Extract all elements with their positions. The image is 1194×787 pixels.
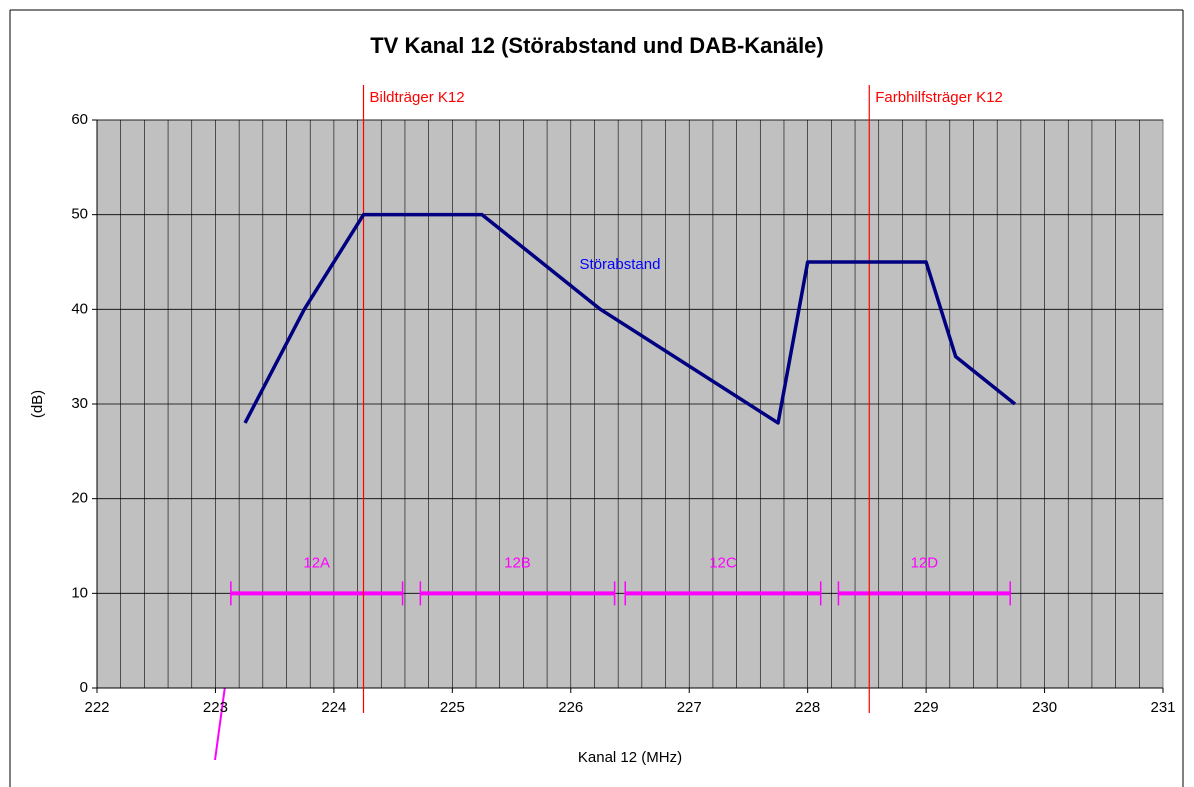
x-tick-label: 222 (84, 699, 109, 716)
dab-label: 12A (303, 554, 330, 571)
y-tick-label: 30 (71, 395, 88, 412)
y-tick-label: 40 (71, 300, 88, 317)
x-tick-label: 231 (1150, 699, 1175, 716)
chart-title: TV Kanal 12 (Störabstand und DAB-Kanäle) (370, 33, 824, 58)
y-tick-label: 0 (80, 679, 88, 696)
x-tick-label: 226 (558, 699, 583, 716)
y-tick-label: 60 (71, 111, 88, 128)
x-tick-label: 223 (203, 699, 228, 716)
marker-label: Farbhilfsträger K12 (875, 89, 1003, 106)
y-tick-label: 10 (71, 584, 88, 601)
x-tick-label: 229 (914, 699, 939, 716)
y-tick-label: 20 (71, 490, 88, 507)
x-tick-label: 224 (321, 699, 346, 716)
y-tick-label: 50 (71, 206, 88, 223)
dab-label: 12D (911, 554, 939, 571)
dab-label: 12C (709, 554, 737, 571)
series-line (243, 212, 1017, 425)
x-tick-label: 225 (440, 699, 465, 716)
series-label: Störabstand (580, 256, 661, 273)
y-axis-label: (dB) (29, 390, 46, 418)
dab-label: 12B (504, 554, 531, 571)
x-tick-label: 227 (677, 699, 702, 716)
x-axis-label: Kanal 12 (MHz) (578, 749, 682, 766)
marker-label: Bildträger K12 (370, 89, 465, 106)
x-tick-label: 230 (1032, 699, 1057, 716)
x-tick-label: 228 (795, 699, 820, 716)
